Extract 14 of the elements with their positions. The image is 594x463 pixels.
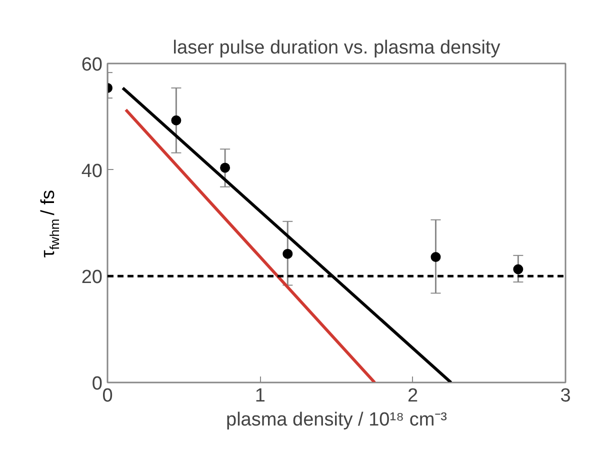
point [171,115,182,126]
x-tick-label: 2 [408,386,418,406]
y-tick-label: 40 [81,160,103,182]
x-tick-label: 1 [254,386,266,406]
point [220,162,230,173]
x-axis-title: plasma density / 10¹⁸ cm⁻³ [226,410,447,430]
x-tick-label: 3 [560,386,571,406]
point [430,252,441,262]
y-axis-title: τfwhm / fs [38,190,62,258]
point [282,248,293,259]
point [513,264,524,274]
y-tick-label: 20 [81,267,103,288]
y-tick-label: 60 [81,54,103,76]
chart-title: laser pulse duration vs. plasma density [172,38,501,58]
